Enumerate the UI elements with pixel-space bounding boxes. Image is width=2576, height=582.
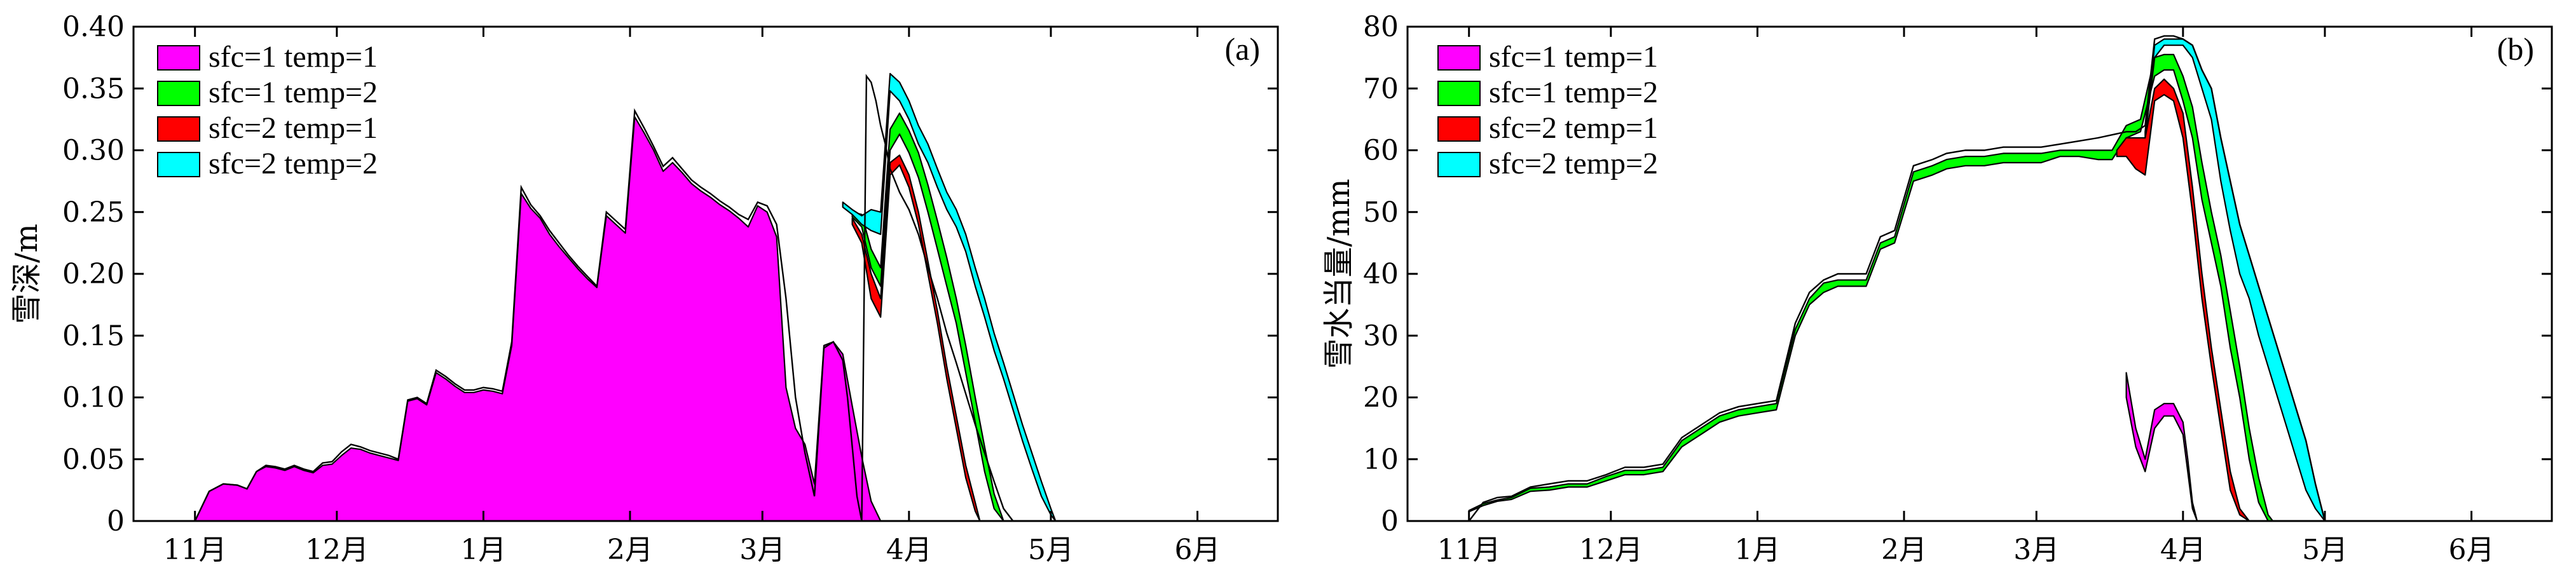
legend-swatch-sfc2_temp2 [1437, 152, 1481, 177]
legend-swatch-sfc1_temp2 [157, 81, 200, 106]
panel-label: (a) [1225, 31, 1261, 67]
legend-swatch-sfc1_temp1 [157, 45, 200, 71]
y-tick-label: 0.20 [62, 258, 125, 290]
x-tick-label: 6月 [2449, 534, 2495, 566]
panel-a: 0 0.05 0.10 0.15 0.20 0.25 0.30 0.35 0.40 11月 12月 1… [9, 11, 1279, 566]
band-sfc1_temp1 [2125, 372, 2198, 522]
band-sfc2_temp2 [842, 72, 1057, 522]
y-tick-label: 80 [1363, 11, 1399, 43]
y-tick-label: 0.25 [62, 196, 125, 229]
legend-label-sfc1_temp2: sfc=1 temp=2 [209, 76, 378, 109]
x-tick-label: 11月 [1437, 534, 1501, 566]
y-tick-label: 60 [1363, 135, 1399, 167]
x-tick-label: 11月 [163, 534, 227, 566]
band-sfc1_temp1 [194, 116, 882, 522]
y-axis-label: 雪深/m [9, 224, 45, 324]
x-tick-label: 2月 [1881, 534, 1927, 566]
band-sfc2_temp1 [851, 154, 981, 522]
x-tick-label: 6月 [1175, 534, 1221, 566]
panel-b: 0 10 20 30 40 50 60 70 80 11月 12月 1月 2月 3月 4月 5月 6月 雪水当量/… [1321, 11, 2553, 566]
x-tick-label: 3月 [739, 534, 785, 566]
y-tick-label: 30 [1363, 320, 1399, 352]
x-tick-label: 5月 [2302, 534, 2348, 566]
legend-swatch-sfc1_temp2 [1437, 81, 1481, 106]
y-tick-label: 40 [1363, 258, 1399, 290]
legend-label-sfc2_temp1: sfc=2 temp=1 [209, 111, 378, 145]
y-tick-label: 0 [107, 505, 125, 538]
x-tick-label: 1月 [460, 534, 506, 566]
x-tick-label: 1月 [1734, 534, 1780, 566]
y-tick-label: 0.15 [62, 320, 125, 352]
y-tick-label: 50 [1363, 196, 1399, 229]
observed-line [1408, 35, 2552, 522]
band-sfc1_temp2 [851, 112, 1004, 522]
x-tick-label: 4月 [886, 534, 932, 566]
x-tick-label: 5月 [1028, 534, 1074, 566]
legend-label-sfc1_temp1: sfc=1 temp=1 [1489, 40, 1658, 74]
band-sfc2_temp1 [2116, 78, 2251, 522]
legend-swatch-sfc2_temp1 [1437, 116, 1481, 142]
legend-label-sfc2_temp2: sfc=2 temp=2 [209, 147, 378, 180]
y-tick-label: 0 [1381, 505, 1399, 538]
legend-label-sfc1_temp1: sfc=1 temp=1 [209, 40, 378, 74]
y-tick-label: 0.40 [62, 11, 125, 43]
y-axis-label: 雪水当量/mm [1321, 179, 1357, 369]
x-tick-label: 3月 [2013, 534, 2059, 566]
x-tick-label: 12月 [1579, 534, 1643, 566]
observed-line [134, 74, 1278, 522]
legend-label-sfc1_temp2: sfc=1 temp=2 [1489, 76, 1658, 109]
legend-swatch-sfc2_temp2 [157, 152, 200, 177]
legend-swatch-sfc1_temp1 [1437, 45, 1481, 71]
y-tick-label: 0.10 [62, 382, 125, 414]
y-tick-label: 70 [1363, 72, 1399, 105]
legend-label-sfc2_temp1: sfc=2 temp=1 [1489, 111, 1658, 145]
x-tick-label: 2月 [607, 534, 653, 566]
y-tick-label: 20 [1363, 382, 1399, 414]
band-sfc2_temp2 [2144, 38, 2326, 522]
legend-swatch-sfc2_temp1 [157, 116, 200, 142]
y-tick-label: 10 [1363, 443, 1399, 476]
x-tick-label: 12月 [305, 534, 369, 566]
panel-label: (b) [2497, 31, 2534, 67]
y-tick-label: 0.35 [62, 72, 125, 105]
x-tick-label: 4月 [2160, 534, 2206, 566]
legend-label-sfc2_temp2: sfc=2 temp=2 [1489, 147, 1658, 180]
y-tick-label: 0.30 [62, 135, 125, 167]
y-tick-label: 0.05 [62, 443, 125, 476]
